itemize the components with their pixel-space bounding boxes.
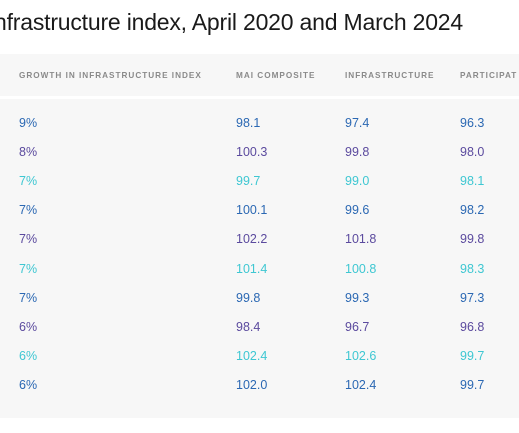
mai-composite-cell: 98.1 [236, 116, 261, 130]
growth-cell: 8% [19, 145, 38, 160]
table-header-row: GROWTH IN INFRASTRUCTURE INDEX MAI COMPO… [0, 54, 519, 99]
table-row: 6% 98.4 96.7 96.8 [0, 314, 519, 343]
infrastructure-cell: 100.8 [345, 261, 377, 276]
table-row: 9% 98.1 97.4 96.3 [0, 110, 519, 139]
table-row: 7% 99.7 99.0 98.1 [0, 168, 519, 197]
table-row: 7% 100.1 99.6 98.2 [0, 197, 519, 226]
infrastructure-cell: 101.8 [345, 232, 377, 247]
growth-cell: 9% [19, 116, 38, 130]
infrastructure-cell: 102.4 [345, 377, 377, 392]
table-row: 6% 102.4 102.6 99.7 [0, 343, 519, 372]
table-row: 6% 102.0 102.4 99.7 [0, 372, 519, 401]
infrastructure-cell: 99.8 [345, 145, 370, 160]
participation-cell: 99.8 [460, 232, 485, 247]
table-row: 8% 100.3 99.8 98.0 [0, 139, 519, 168]
growth-cell: 6% [19, 377, 38, 392]
column-header-mai-composite[interactable]: MAI COMPOSITE [236, 71, 316, 80]
table-row: 7% 101.4 100.8 98.3 [0, 256, 519, 285]
participation-cell: 98.1 [460, 174, 485, 189]
growth-cell: 6% [19, 348, 38, 363]
participation-cell: 96.8 [460, 319, 485, 334]
infrastructure-cell: 99.6 [345, 203, 370, 218]
column-header-infrastructure[interactable]: INFRASTRUCTURE [345, 71, 435, 80]
mai-composite-cell: 101.4 [236, 261, 268, 276]
table-row: 7% 102.2 101.8 99.8 [0, 226, 519, 255]
growth-cell: 7% [19, 203, 38, 218]
mai-composite-cell: 99.7 [236, 174, 261, 189]
mai-composite-cell: 100.1 [236, 203, 268, 218]
column-header-growth[interactable]: GROWTH IN INFRASTRUCTURE INDEX [19, 71, 202, 80]
data-table: GROWTH IN INFRASTRUCTURE INDEX MAI COMPO… [0, 54, 519, 418]
mai-composite-cell: 102.4 [236, 348, 268, 363]
growth-cell: 7% [19, 261, 38, 276]
growth-cell: 6% [19, 319, 38, 334]
growth-cell: 7% [19, 232, 38, 247]
table-row: 7% 99.8 99.3 97.3 [0, 285, 519, 314]
infrastructure-cell: 97.4 [345, 116, 370, 130]
participation-cell: 99.7 [460, 377, 485, 392]
participation-cell: 98.3 [460, 261, 485, 276]
mai-composite-cell: 102.0 [236, 377, 268, 392]
infrastructure-cell: 99.0 [345, 174, 370, 189]
participation-cell: 96.3 [460, 116, 485, 130]
mai-composite-cell: 102.2 [236, 232, 268, 247]
infrastructure-cell: 96.7 [345, 319, 370, 334]
column-header-participation[interactable]: PARTICIPAT [460, 71, 518, 80]
mai-composite-cell: 100.3 [236, 145, 268, 160]
infrastructure-cell: 99.3 [345, 290, 370, 305]
participation-cell: 98.2 [460, 203, 485, 218]
mai-composite-cell: 98.4 [236, 319, 261, 334]
page-title: nfrastructure index, April 2020 and Marc… [0, 9, 463, 35]
participation-cell: 98.0 [460, 145, 485, 160]
mai-composite-cell: 99.8 [236, 290, 261, 305]
participation-cell: 99.7 [460, 348, 485, 363]
growth-cell: 7% [19, 174, 38, 189]
infrastructure-cell: 102.6 [345, 348, 377, 363]
growth-cell: 7% [19, 290, 38, 305]
participation-cell: 97.3 [460, 290, 485, 305]
